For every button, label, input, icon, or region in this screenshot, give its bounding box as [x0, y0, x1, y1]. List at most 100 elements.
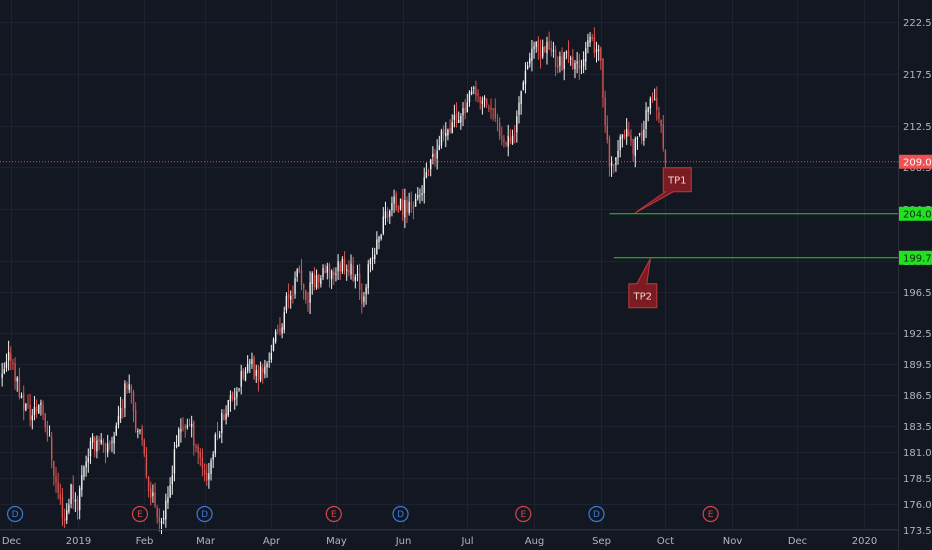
time-axis[interactable]: Dec 2019 Feb Mar Apr May Jun Jul Aug Sep Oct Nov Dec…: [2, 536, 877, 547]
candle-body: [180, 429, 182, 432]
candle-body: [507, 135, 509, 147]
candle-body: [132, 391, 135, 412]
earnings-marker-icon[interactable]: E: [131, 505, 149, 523]
candle-body: [328, 263, 331, 279]
candle-body: [475, 87, 477, 96]
candle-body: [645, 109, 647, 130]
candle-body: [496, 120, 499, 122]
candle-body: [66, 510, 68, 521]
callout-tp2[interactable]: TP2: [628, 258, 658, 309]
candle-body: [595, 49, 598, 53]
candle-body: [218, 435, 221, 437]
candle-body: [298, 267, 301, 272]
x-tick-label: Mar: [196, 536, 216, 547]
y-tick-label: 196.50: [903, 288, 932, 299]
candle-body: [165, 500, 167, 520]
candle-body: [378, 237, 380, 243]
dividend-marker-letter: D: [201, 510, 208, 520]
candle-body: [479, 96, 481, 102]
candle-body: [333, 271, 335, 276]
candle-body: [425, 172, 428, 178]
candle-body: [434, 153, 436, 161]
candle-body: [457, 120, 460, 123]
dividend-marker-icon[interactable]: D: [196, 505, 213, 523]
candle-body: [246, 364, 249, 372]
candle-body: [68, 504, 70, 513]
candle-body: [445, 132, 447, 137]
candle-body: [264, 366, 266, 375]
candle-body: [162, 518, 165, 520]
candle-body: [423, 177, 425, 194]
candle-body: [419, 195, 421, 197]
callout-tp1[interactable]: TP1: [634, 167, 692, 214]
earnings-marker-icon[interactable]: E: [325, 505, 342, 523]
candle-body: [102, 440, 105, 445]
candle-body: [55, 476, 57, 483]
dividend-marker-circle: [6, 505, 24, 523]
candle-body: [251, 359, 253, 365]
candle-body: [281, 327, 283, 334]
candle-body: [505, 142, 507, 145]
candle-body: [193, 421, 195, 446]
candle-body: [33, 407, 36, 416]
candle-body: [184, 426, 186, 429]
candle-body: [653, 99, 656, 101]
candle-body: [223, 414, 225, 420]
candle-body: [175, 445, 178, 448]
candle-body: [195, 446, 197, 448]
candle-body: [565, 52, 568, 54]
candle-body: [557, 64, 559, 68]
candle-body: [335, 273, 337, 275]
candle-body: [277, 329, 279, 331]
candle-body: [343, 258, 346, 270]
current-price-badge: 209.05: [899, 154, 932, 169]
candle-body: [632, 139, 634, 155]
x-tick-label: Feb: [136, 536, 154, 547]
candle-body: [20, 395, 23, 399]
candle-body: [182, 427, 184, 429]
earnings-marker-icon[interactable]: E: [702, 505, 719, 523]
candle-body: [410, 202, 413, 205]
y-tick-label: 186.50: [903, 391, 932, 402]
candle-body: [535, 42, 537, 47]
candle-body: [641, 131, 643, 141]
candle-body: [574, 62, 576, 70]
dividend-marker-icon[interactable]: D: [392, 505, 409, 523]
candle-body: [578, 60, 580, 70]
candle-body: [48, 435, 51, 437]
candle-body: [382, 216, 385, 234]
candle-body: [341, 259, 344, 272]
candle-body: [539, 49, 542, 58]
candle-body: [72, 485, 74, 500]
candle-body: [501, 136, 503, 139]
callout-layer[interactable]: TP1 TP2: [628, 167, 692, 309]
candle-body: [113, 435, 115, 444]
x-tick-label: Nov: [723, 536, 743, 547]
candle-body: [76, 499, 79, 512]
candle-body: [27, 404, 29, 406]
candle-body: [404, 200, 406, 218]
candle-body: [643, 129, 645, 141]
candle-body: [354, 276, 357, 281]
earnings-marker-icon[interactable]: E: [515, 505, 532, 523]
candle-body: [272, 339, 275, 351]
candle-body: [391, 203, 393, 211]
grid-layer: [0, 0, 898, 531]
dividend-marker-icon[interactable]: D: [588, 505, 605, 523]
candle-body: [178, 429, 180, 447]
candle-body: [154, 492, 156, 507]
candle-body: [300, 270, 303, 285]
candle-body: [503, 139, 505, 142]
candle-body: [44, 413, 46, 428]
candle-body: [429, 159, 432, 170]
candle-body: [477, 93, 479, 96]
candle-body: [546, 41, 548, 54]
candle-body: [83, 467, 85, 478]
candle-body: [257, 369, 260, 381]
dividend-marker-icon[interactable]: D: [6, 505, 24, 523]
y-tick-label: 192.50: [903, 329, 932, 340]
